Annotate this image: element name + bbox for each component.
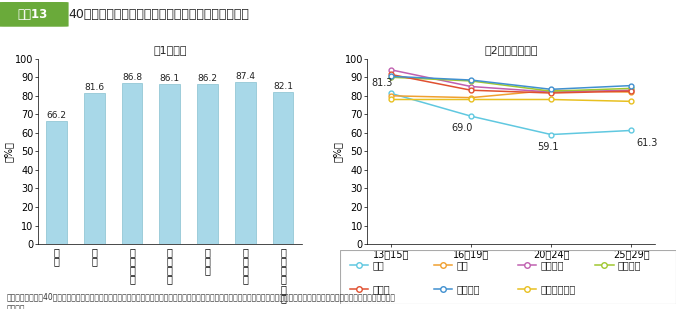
Text: フランス: フランス: [457, 284, 480, 294]
Text: 81.3: 81.3: [372, 78, 393, 88]
Bar: [235, 82, 256, 244]
Text: 81.6: 81.6: [84, 83, 104, 91]
Text: の合計。: の合計。: [7, 304, 25, 309]
Title: （1）全体: （1）全体: [153, 45, 187, 55]
Title: （2）年齢階級別: （2）年齢階級別: [484, 45, 538, 55]
Text: 86.8: 86.8: [122, 73, 142, 82]
Text: アメリカ: アメリカ: [541, 260, 564, 270]
Text: 66.2: 66.2: [47, 111, 67, 120]
Bar: [121, 83, 143, 244]
Text: 87.4: 87.4: [235, 72, 255, 81]
Text: 韓国: 韓国: [457, 260, 469, 270]
Text: イギリス: イギリス: [618, 260, 641, 270]
Y-axis label: （%）: （%）: [333, 141, 343, 162]
Text: 82.1: 82.1: [273, 82, 293, 91]
Text: 59.1: 59.1: [537, 142, 558, 152]
Bar: [46, 121, 67, 244]
Text: 86.2: 86.2: [198, 74, 217, 83]
Text: 日本: 日本: [372, 260, 384, 270]
Text: ドイツ: ドイツ: [372, 284, 390, 294]
Text: 図表13: 図表13: [17, 8, 48, 21]
Bar: [197, 84, 218, 244]
Bar: [159, 84, 180, 244]
Text: 61.3: 61.3: [637, 138, 658, 148]
FancyBboxPatch shape: [0, 2, 69, 27]
Bar: [84, 93, 105, 244]
Text: 69.0: 69.0: [451, 124, 473, 133]
Bar: [272, 92, 294, 244]
Text: 86.1: 86.1: [160, 74, 180, 83]
Text: 40歳になったときのイメージ（幸せになっている）: 40歳になったときのイメージ（幸せになっている）: [69, 8, 250, 21]
Text: スウェーデン: スウェーデン: [541, 284, 576, 294]
Y-axis label: （%）: （%）: [4, 141, 14, 162]
Text: （注）「あなたが40歳くらいになったとき、どのようになっていると思いますか。」との問いに対し、「幸せになっている」に「そう思う」「どちらかといえばそう思う」と回: （注）「あなたが40歳くらいになったとき、どのようになっていると思いますか。」と…: [7, 292, 396, 301]
